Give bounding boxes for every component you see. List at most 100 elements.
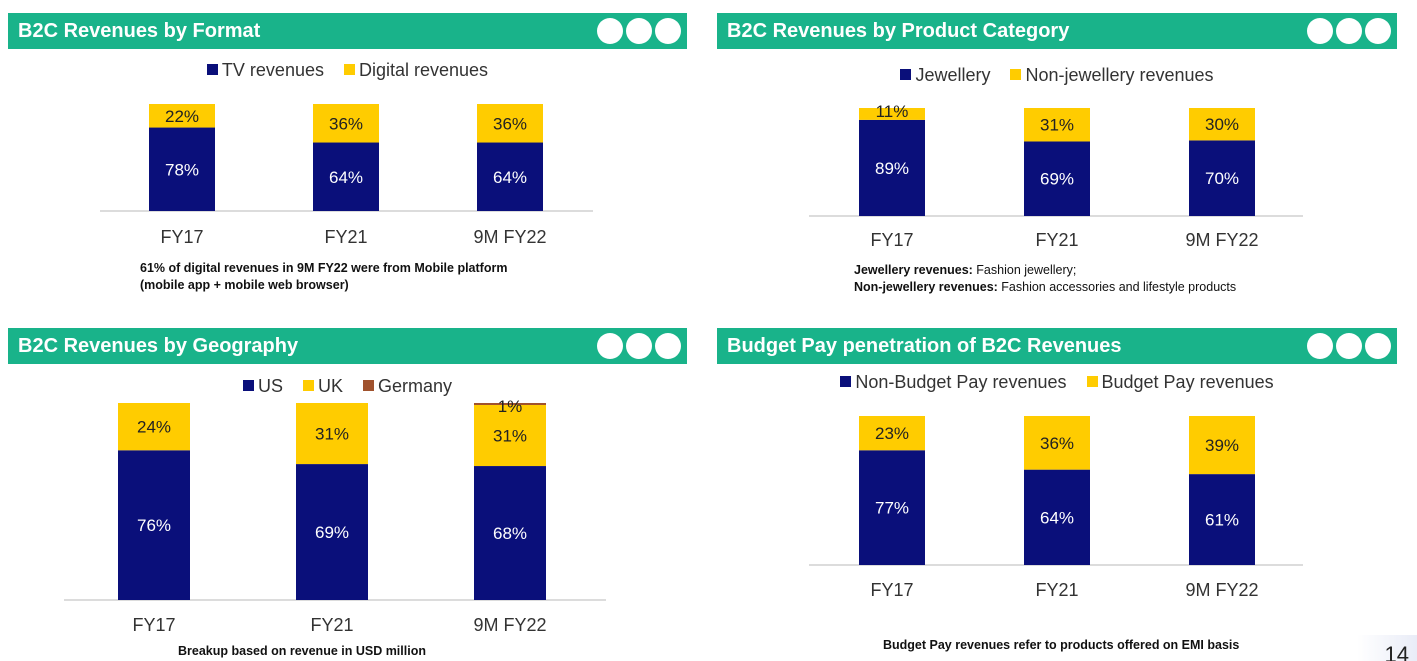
panel-header: B2C Revenues by Format (8, 13, 687, 49)
chart-note: Breakup based on revenue in USD million (178, 643, 426, 660)
bar-segment (474, 466, 546, 600)
data-label: 36% (1040, 434, 1074, 453)
category-tick-label: 9M FY22 (1185, 580, 1258, 600)
legend-label: Budget Pay revenues (1101, 372, 1274, 392)
bar-segment (477, 142, 543, 211)
legend-label: Germany (378, 376, 453, 396)
data-label: 22% (165, 107, 199, 126)
data-label: 77% (875, 499, 909, 518)
category-tick-label: 9M FY22 (1185, 230, 1258, 250)
note-line: 61% of digital revenues in 9M FY22 were … (140, 260, 507, 277)
category-tick-label: 9M FY22 (473, 227, 546, 247)
data-label: 39% (1205, 436, 1239, 455)
data-label: 64% (329, 168, 363, 187)
bar-segment (477, 104, 543, 143)
legend-item: Germany (363, 376, 452, 397)
bar-segment (859, 119, 925, 216)
chart-note: 61% of digital revenues in 9M FY22 were … (140, 260, 507, 294)
bar-segment (1189, 140, 1255, 216)
chart-legend: US UK Germany (8, 376, 687, 397)
legend-swatch (206, 64, 218, 75)
category-tick-label: FY17 (870, 230, 913, 250)
bar-segment (1189, 416, 1255, 475)
category-tick-label: FY17 (132, 615, 175, 635)
data-label: 69% (315, 523, 349, 542)
bar-segment (313, 104, 379, 143)
panel-header: B2C Revenues by Geography (8, 328, 687, 364)
bar-segment (296, 403, 368, 465)
bar-segment (313, 142, 379, 211)
legend-swatch (242, 380, 254, 391)
data-label: 11% (876, 102, 909, 121)
header-dots-icon (1307, 333, 1391, 359)
legend-item: Jewellery (900, 65, 990, 86)
data-label: 31% (1040, 116, 1074, 135)
bar-segment (1024, 469, 1090, 565)
bar-segment (474, 403, 546, 405)
panel-format: B2C Revenues by Format TV revenues Digita… (8, 13, 687, 303)
note-text: Fashion jewellery; (972, 263, 1077, 277)
bar-segment (118, 450, 190, 600)
panel-geography: B2C Revenues by Geography US UK Germany 76… (8, 328, 687, 661)
note-bold-text: (mobile app + mobile web browser) (140, 278, 349, 292)
legend-swatch (840, 376, 852, 387)
category-tick-label: FY21 (310, 615, 353, 635)
bar-segment (859, 416, 925, 451)
header-dots-icon (597, 333, 681, 359)
note-bold-text: 61% of digital revenues in 9M FY22 were … (140, 261, 508, 275)
legend-item: UK (302, 376, 343, 397)
page-number: 14 (1357, 635, 1417, 661)
note-line: Non-jewellery revenues: Fashion accessor… (854, 279, 1236, 296)
panel-title: Budget Pay penetration of B2C Revenues (727, 335, 1122, 357)
legend-label: Non-Budget Pay revenues (855, 372, 1067, 392)
category-tick-label: FY21 (324, 227, 367, 247)
note-bold-text: Breakup based on revenue in USD million (178, 644, 426, 658)
legend-label: Digital revenues (358, 60, 489, 80)
data-label: 36% (329, 114, 363, 133)
panel-budget-pay: Budget Pay penetration of B2C Revenues N… (717, 328, 1397, 661)
panel-product-category: B2C Revenues by Product Category Jewelle… (717, 13, 1397, 303)
note-bold-text: Budget Pay revenues refer to products of… (883, 638, 1240, 652)
legend-swatch (363, 380, 374, 391)
legend-label: UK (317, 376, 343, 396)
bar-segment (1189, 108, 1255, 141)
data-label: 68% (493, 524, 527, 543)
header-dots-icon (1307, 18, 1391, 44)
legend-label: Jewellery (915, 65, 991, 85)
category-tick-label: FY17 (870, 580, 913, 600)
category-tick-label: FY21 (1035, 230, 1078, 250)
category-tick-label: 9M FY22 (473, 615, 546, 635)
legend-swatch (1086, 376, 1098, 387)
bar-segment (1024, 416, 1090, 470)
legend-item: Non-Budget Pay revenues (840, 372, 1067, 393)
data-label: 24% (137, 418, 171, 437)
panel-title: B2C Revenues by Format (18, 20, 261, 42)
data-label: 78% (165, 160, 199, 179)
data-label: 1% (498, 397, 523, 416)
bar-segment (1189, 474, 1255, 565)
legend-item: Non-jewellery revenues (1010, 65, 1214, 86)
note-bold-text: Jewellery revenues: (854, 263, 973, 277)
panel-header: Budget Pay penetration of B2C Revenues (717, 328, 1397, 364)
data-label: 76% (137, 516, 171, 535)
chart-legend: TV revenues Digital revenues (8, 60, 687, 81)
category-tick-label: FY17 (160, 227, 203, 247)
data-label: 31% (315, 425, 349, 444)
note-bold-text: Non-jewellery revenues: (854, 280, 998, 294)
bar-segment (296, 464, 368, 600)
note-line: (mobile app + mobile web browser) (140, 277, 507, 294)
data-label: 70% (1205, 169, 1239, 188)
legend-swatch (343, 64, 355, 75)
data-label: 23% (875, 424, 909, 443)
legend-label: US (257, 376, 283, 396)
data-label: 36% (493, 114, 527, 133)
legend-swatch (900, 69, 912, 80)
chart-legend: Non-Budget Pay revenues Budget Pay revenu… (717, 372, 1397, 393)
bar-segment (1024, 141, 1090, 216)
bar-chart: 89% 11% FY17 69% 31% FY21 70% 30% 9M FY22 (809, 102, 1303, 250)
bar-chart: 77% 23% FY17 64% 36% FY21 61% 39% 9M FY22 (809, 416, 1303, 600)
legend-item: Digital revenues (343, 60, 489, 81)
bar-chart: 76% 24% FY17 69% 31% FY21 68% 31% 1% 9M FY22 (64, 397, 606, 635)
legend-label: Non-jewellery revenues (1025, 65, 1214, 85)
panel-title: B2C Revenues by Geography (18, 335, 299, 357)
